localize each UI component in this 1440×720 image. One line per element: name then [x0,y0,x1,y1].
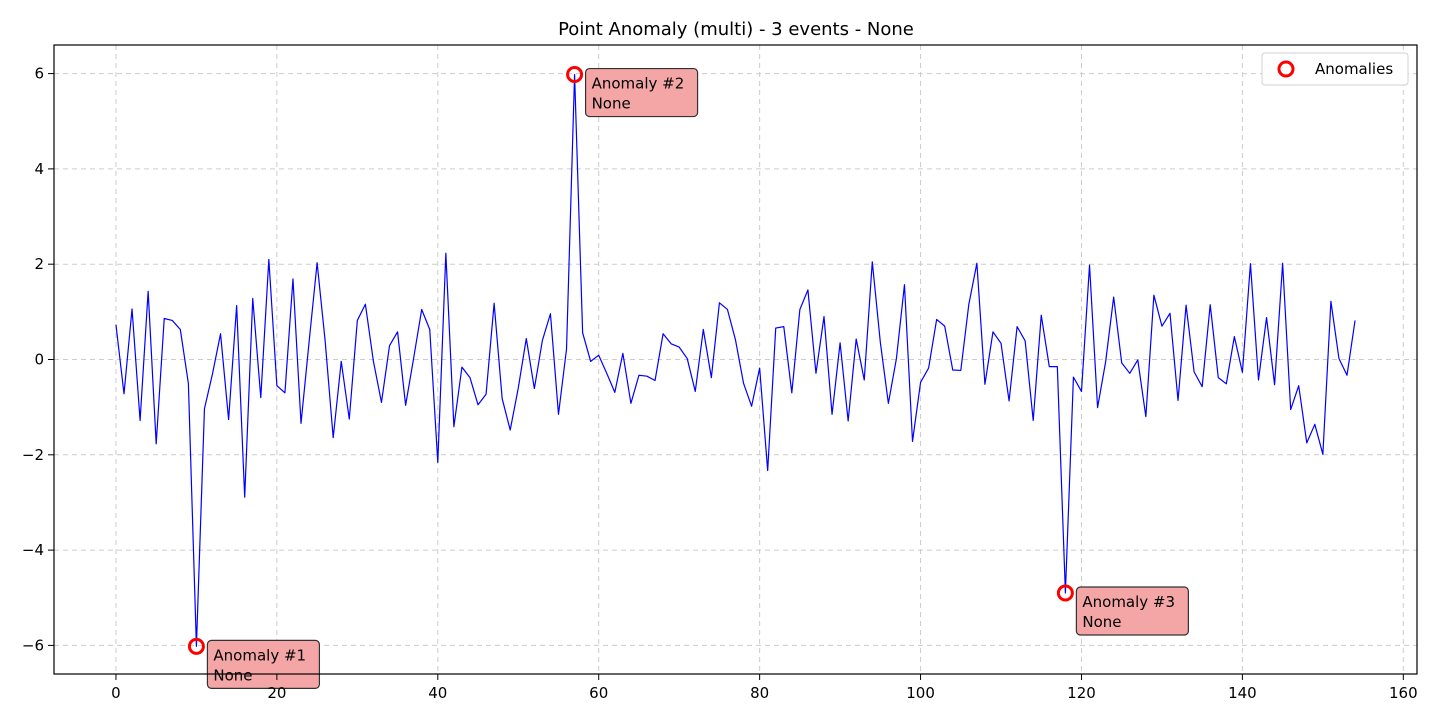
legend-label-anomalies: Anomalies [1315,60,1393,78]
x-tick-label: 160 [1389,684,1418,702]
y-tick-label: −6 [22,636,44,654]
anomaly-annotation-label: Anomaly #1 [213,646,306,664]
anomaly-annotation-label: Anomaly #3 [1082,593,1175,611]
anomaly-marker [187,637,205,655]
anomaly-annotation-detail: None [592,95,631,113]
series-line-layer [115,73,1356,647]
y-tick-label: −4 [22,541,44,559]
x-tick-label: 20 [267,684,286,702]
x-tick-label: 120 [1067,684,1096,702]
axes: 0 20 40 60 80 100 120 140 160 −6 −4 −2 0 2 4 6 [22,44,1418,702]
y-tick-label: 0 [34,351,44,369]
x-tick-label: 0 [111,684,121,702]
x-tick-label: 100 [906,684,935,702]
anomaly-annotation-detail: None [213,666,252,684]
anomaly-marker [1056,584,1074,602]
legend: Anomalies [1261,52,1409,86]
y-tick-label: 2 [34,255,44,273]
anomaly-annotation-box [1075,586,1189,636]
anomaly-marker [566,66,584,84]
chart-title: Point Anomaly (multi) - 3 events - None [558,19,914,40]
anomaly-annotation-detail: None [1082,613,1121,631]
anomaly-annotation-box [206,639,321,689]
x-tick-label: 140 [1228,684,1257,702]
x-tick-label: 60 [589,684,608,702]
y-tick-label: 4 [34,160,44,178]
y-tick-label: 6 [34,65,44,83]
series-line [115,73,1356,647]
anomaly-annotation-label: Anomaly #2 [592,75,685,93]
legend-box [1261,52,1409,86]
anomaly-annotation-box [584,67,699,118]
y-tick-label: −2 [22,446,44,464]
x-tick-label: 80 [750,684,769,702]
anomaly-layer: Anomaly #1 None Anomaly #2 None Anomaly #3 No… [187,66,1189,689]
x-tick-label: 40 [428,684,447,702]
legend-marker-anomalies [1277,60,1295,78]
